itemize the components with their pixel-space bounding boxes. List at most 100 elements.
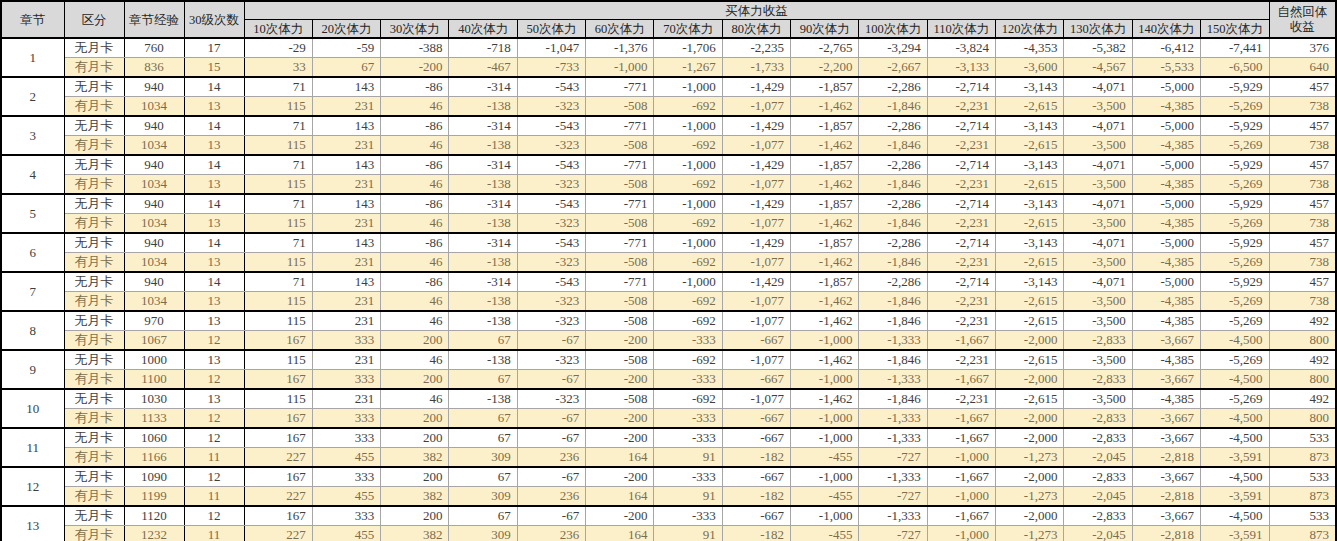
chapter-cell: 13 <box>1 506 64 541</box>
stamina-value-cell: -2,833 <box>1064 428 1132 448</box>
stamina-value-cell: -1,000 <box>927 487 995 507</box>
category-cell: 无月卡 <box>64 506 124 526</box>
stamina-value-cell: -86 <box>381 155 449 175</box>
level30-count-cell: 14 <box>184 77 244 97</box>
stamina-value-cell: -2,714 <box>927 233 995 253</box>
stamina-value-cell: -1,857 <box>791 77 859 97</box>
level30-count-cell: 14 <box>184 116 244 136</box>
stamina-value-cell: -1,077 <box>722 389 790 409</box>
stamina-value-cell: -771 <box>586 116 654 136</box>
stamina-value-cell: 115 <box>244 175 312 195</box>
stamina-value-cell: 164 <box>586 526 654 541</box>
stamina-value-cell: 382 <box>381 448 449 468</box>
stamina-value-cell: -59 <box>312 38 380 58</box>
chapter-exp-cell: 1199 <box>124 487 184 507</box>
category-cell: 有月卡 <box>64 331 124 351</box>
stamina-value-cell: -2,615 <box>996 136 1064 156</box>
stamina-value-cell: -692 <box>654 97 722 117</box>
header-stamina-150: 150次体力 <box>1201 20 1269 39</box>
level30-count-cell: 11 <box>184 487 244 507</box>
chapter-cell: 1 <box>1 38 64 77</box>
stamina-value-cell: -1,077 <box>722 350 790 370</box>
stamina-value-cell: -1,429 <box>722 77 790 97</box>
chapter-exp-cell: 940 <box>124 155 184 175</box>
stamina-value-cell: -543 <box>517 272 585 292</box>
chapter-cell: 12 <box>1 467 64 506</box>
stamina-value-cell: 231 <box>312 389 380 409</box>
stamina-value-cell: -692 <box>654 253 722 273</box>
stamina-value-cell: 46 <box>381 389 449 409</box>
stamina-value-cell: -6,500 <box>1201 58 1269 78</box>
stamina-value-cell: -2,833 <box>1064 370 1132 390</box>
stamina-value-cell: -200 <box>586 370 654 390</box>
stamina-value-cell: -3,143 <box>996 233 1064 253</box>
stamina-value-cell: -667 <box>722 409 790 429</box>
table-row: 有月卡10341311523146-138-323-508-692-1,077-… <box>1 292 1336 312</box>
table-body: 1无月卡76017-29-59-388-718-1,047-1,376-1,70… <box>1 38 1336 541</box>
chapter-exp-cell: 836 <box>124 58 184 78</box>
category-cell: 无月卡 <box>64 311 124 331</box>
level30-count-cell: 15 <box>184 58 244 78</box>
stamina-value-cell: -2,615 <box>996 292 1064 312</box>
header-stamina-60: 60次体力 <box>586 20 654 39</box>
stamina-value-cell: -4,071 <box>1064 116 1132 136</box>
category-cell: 有月卡 <box>64 487 124 507</box>
stamina-value-cell: -667 <box>722 331 790 351</box>
header-stamina-100: 100次体力 <box>859 20 927 39</box>
stamina-value-cell: -5,269 <box>1201 389 1269 409</box>
stamina-value-cell: -2,231 <box>927 311 995 331</box>
stamina-value-cell: 333 <box>312 370 380 390</box>
stamina-value-cell: -4,500 <box>1201 370 1269 390</box>
stamina-value-cell: 167 <box>244 331 312 351</box>
header-stamina-80: 80次体力 <box>722 20 790 39</box>
table-row: 有月卡836153367-200-467-733-1,000-1,267-1,7… <box>1 58 1336 78</box>
natural-recovery-cell: 457 <box>1269 77 1336 97</box>
natural-recovery-cell: 873 <box>1269 487 1336 507</box>
stamina-value-cell: -5,269 <box>1201 175 1269 195</box>
stamina-value-cell: 167 <box>244 506 312 526</box>
stamina-value-cell: -692 <box>654 136 722 156</box>
stamina-value-cell: -5,000 <box>1132 194 1200 214</box>
chapter-cell: 4 <box>1 155 64 194</box>
stamina-value-cell: 164 <box>586 448 654 468</box>
stamina-value-cell: -692 <box>654 175 722 195</box>
chapter-exp-cell: 1232 <box>124 526 184 541</box>
stamina-value-cell: 67 <box>449 370 517 390</box>
stamina-value-cell: -2,000 <box>996 506 1064 526</box>
stamina-value-cell: -667 <box>722 506 790 526</box>
stamina-value-cell: -2,000 <box>996 428 1064 448</box>
stamina-value-cell: -1,077 <box>722 292 790 312</box>
table-row: 4无月卡9401471143-86-314-543-771-1,000-1,42… <box>1 155 1336 175</box>
header-natural-recovery: 自然回体 收益 <box>1269 1 1336 38</box>
level30-count-cell: 12 <box>184 331 244 351</box>
stamina-value-cell: -2,231 <box>927 253 995 273</box>
stamina-value-cell: -2,000 <box>996 409 1064 429</box>
stamina-value-cell: -1,000 <box>654 77 722 97</box>
chapter-exp-cell: 1133 <box>124 409 184 429</box>
stamina-value-cell: -1,462 <box>791 175 859 195</box>
chapter-exp-cell: 1000 <box>124 350 184 370</box>
chapter-exp-cell: 1090 <box>124 467 184 487</box>
stamina-value-cell: -3,667 <box>1132 428 1200 448</box>
stamina-value-cell: -1,667 <box>927 506 995 526</box>
stamina-value-cell: -543 <box>517 233 585 253</box>
table-row: 有月卡12321122745538230923616491-182-455-72… <box>1 526 1336 541</box>
stamina-value-cell: -2,231 <box>927 136 995 156</box>
stamina-value-cell: 231 <box>312 175 380 195</box>
stamina-value-cell: -1,857 <box>791 272 859 292</box>
stamina-value-cell: -4,353 <box>996 38 1064 58</box>
chapter-cell: 7 <box>1 272 64 311</box>
stamina-value-cell: 115 <box>244 97 312 117</box>
stamina-value-cell: -5,000 <box>1132 233 1200 253</box>
stamina-value-cell: 67 <box>312 58 380 78</box>
stamina-value-cell: -4,385 <box>1132 175 1200 195</box>
stamina-value-cell: -1,429 <box>722 116 790 136</box>
stamina-value-cell: -3,591 <box>1201 526 1269 541</box>
stamina-value-cell: -138 <box>449 136 517 156</box>
category-cell: 无月卡 <box>64 428 124 448</box>
natural-recovery-cell: 492 <box>1269 311 1336 331</box>
stamina-value-cell: -1,047 <box>517 38 585 58</box>
chapter-exp-cell: 940 <box>124 194 184 214</box>
stamina-value-cell: -1,846 <box>859 97 927 117</box>
stamina-value-cell: 236 <box>517 526 585 541</box>
